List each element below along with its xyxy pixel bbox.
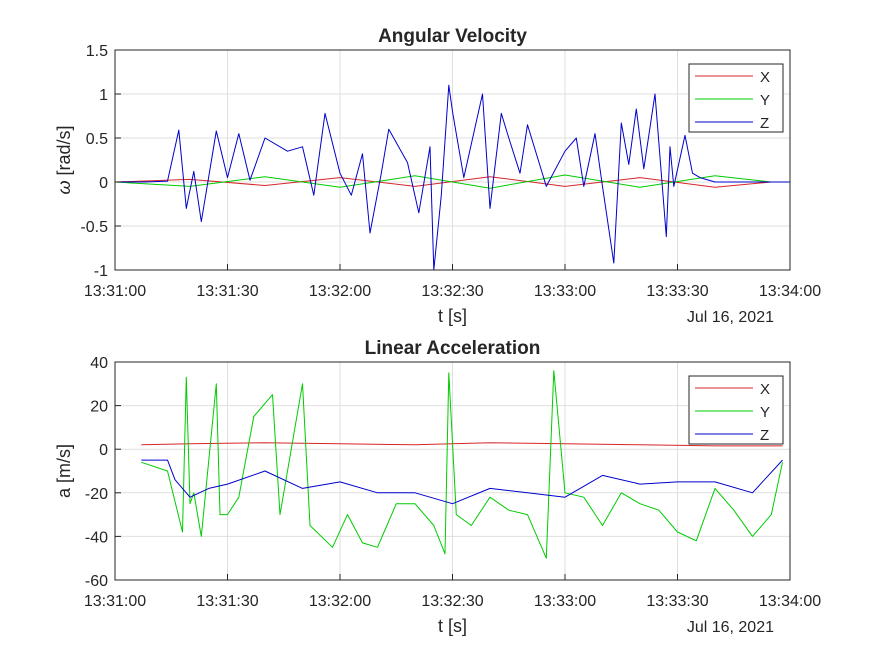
series-line-y xyxy=(141,370,783,559)
x-tick-label: 13:32:30 xyxy=(421,283,483,300)
x-tick-label: 13:33:00 xyxy=(534,593,596,610)
x-axis-label: t [s] xyxy=(438,616,467,636)
legend-label-y: Y xyxy=(760,404,770,421)
y-tick-label: -20 xyxy=(85,486,108,503)
chart-accel: 13:31:00 13:31:30 13:32:00 13:32:30 13:33:00… xyxy=(54,338,821,636)
y-axis-label: a [m/s] xyxy=(54,444,74,498)
series-group xyxy=(141,370,783,559)
y-tick-label: -0.5 xyxy=(80,219,108,236)
y-axis-unit: [rad/s] xyxy=(54,125,74,180)
legend-label-x: X xyxy=(760,69,770,86)
legend-label-y: Y xyxy=(760,92,770,109)
y-tick-label: 1.5 xyxy=(86,43,108,60)
legend-label-z: Z xyxy=(760,427,769,444)
legend-box xyxy=(688,63,784,133)
chart-title: Linear Acceleration xyxy=(365,338,541,359)
x-tick-label: 13:31:00 xyxy=(84,283,146,300)
y-tick-label: 40 xyxy=(90,355,108,372)
x-tick-label: 13:33:00 xyxy=(534,283,596,300)
x-axis-label: t [s] xyxy=(438,306,467,326)
date-label: Jul 16, 2021 xyxy=(687,619,774,636)
legend: XYZ xyxy=(688,63,784,133)
legend: XYZ xyxy=(688,375,784,445)
series-line-z xyxy=(115,84,790,270)
y-tick-label: -40 xyxy=(85,529,108,546)
series-group xyxy=(115,84,790,270)
x-tick-label: 13:31:00 xyxy=(84,593,146,610)
date-label: Jul 16, 2021 xyxy=(687,309,774,326)
x-tick-label: 13:33:30 xyxy=(646,593,708,610)
y-axis-symbol: ω xyxy=(54,181,74,195)
series-line-y xyxy=(115,174,772,189)
x-tick-label: 13:32:00 xyxy=(309,593,371,610)
y-tick-label: -60 xyxy=(85,573,108,590)
y-axis-label: ω [rad/s] xyxy=(54,125,74,194)
x-tick-label: 13:32:30 xyxy=(421,593,483,610)
x-tick-label: 13:34:00 xyxy=(759,283,821,300)
y-tick-label: 0 xyxy=(99,442,108,459)
y-tick-label: 0.5 xyxy=(86,131,108,148)
y-tick-label: -1 xyxy=(94,263,108,280)
legend-label-x: X xyxy=(760,381,770,398)
y-tick-label: 20 xyxy=(90,399,108,416)
chart-angular: 13:31:00 13:31:30 13:32:00 13:32:30 13:33:00… xyxy=(54,26,821,326)
x-tick-label: 13:31:30 xyxy=(196,283,258,300)
legend-label-z: Z xyxy=(760,115,769,132)
x-tick-label: 13:33:30 xyxy=(646,283,708,300)
series-line-z xyxy=(141,459,783,505)
y-tick-label: 1 xyxy=(99,87,108,104)
x-tick-label: 13:32:00 xyxy=(309,283,371,300)
x-tick-label: 13:34:00 xyxy=(759,593,821,610)
x-tick-label: 13:31:30 xyxy=(196,593,258,610)
y-tick-label: 0 xyxy=(99,175,108,192)
legend-box xyxy=(688,375,784,445)
chart-title: Angular Velocity xyxy=(378,26,527,47)
